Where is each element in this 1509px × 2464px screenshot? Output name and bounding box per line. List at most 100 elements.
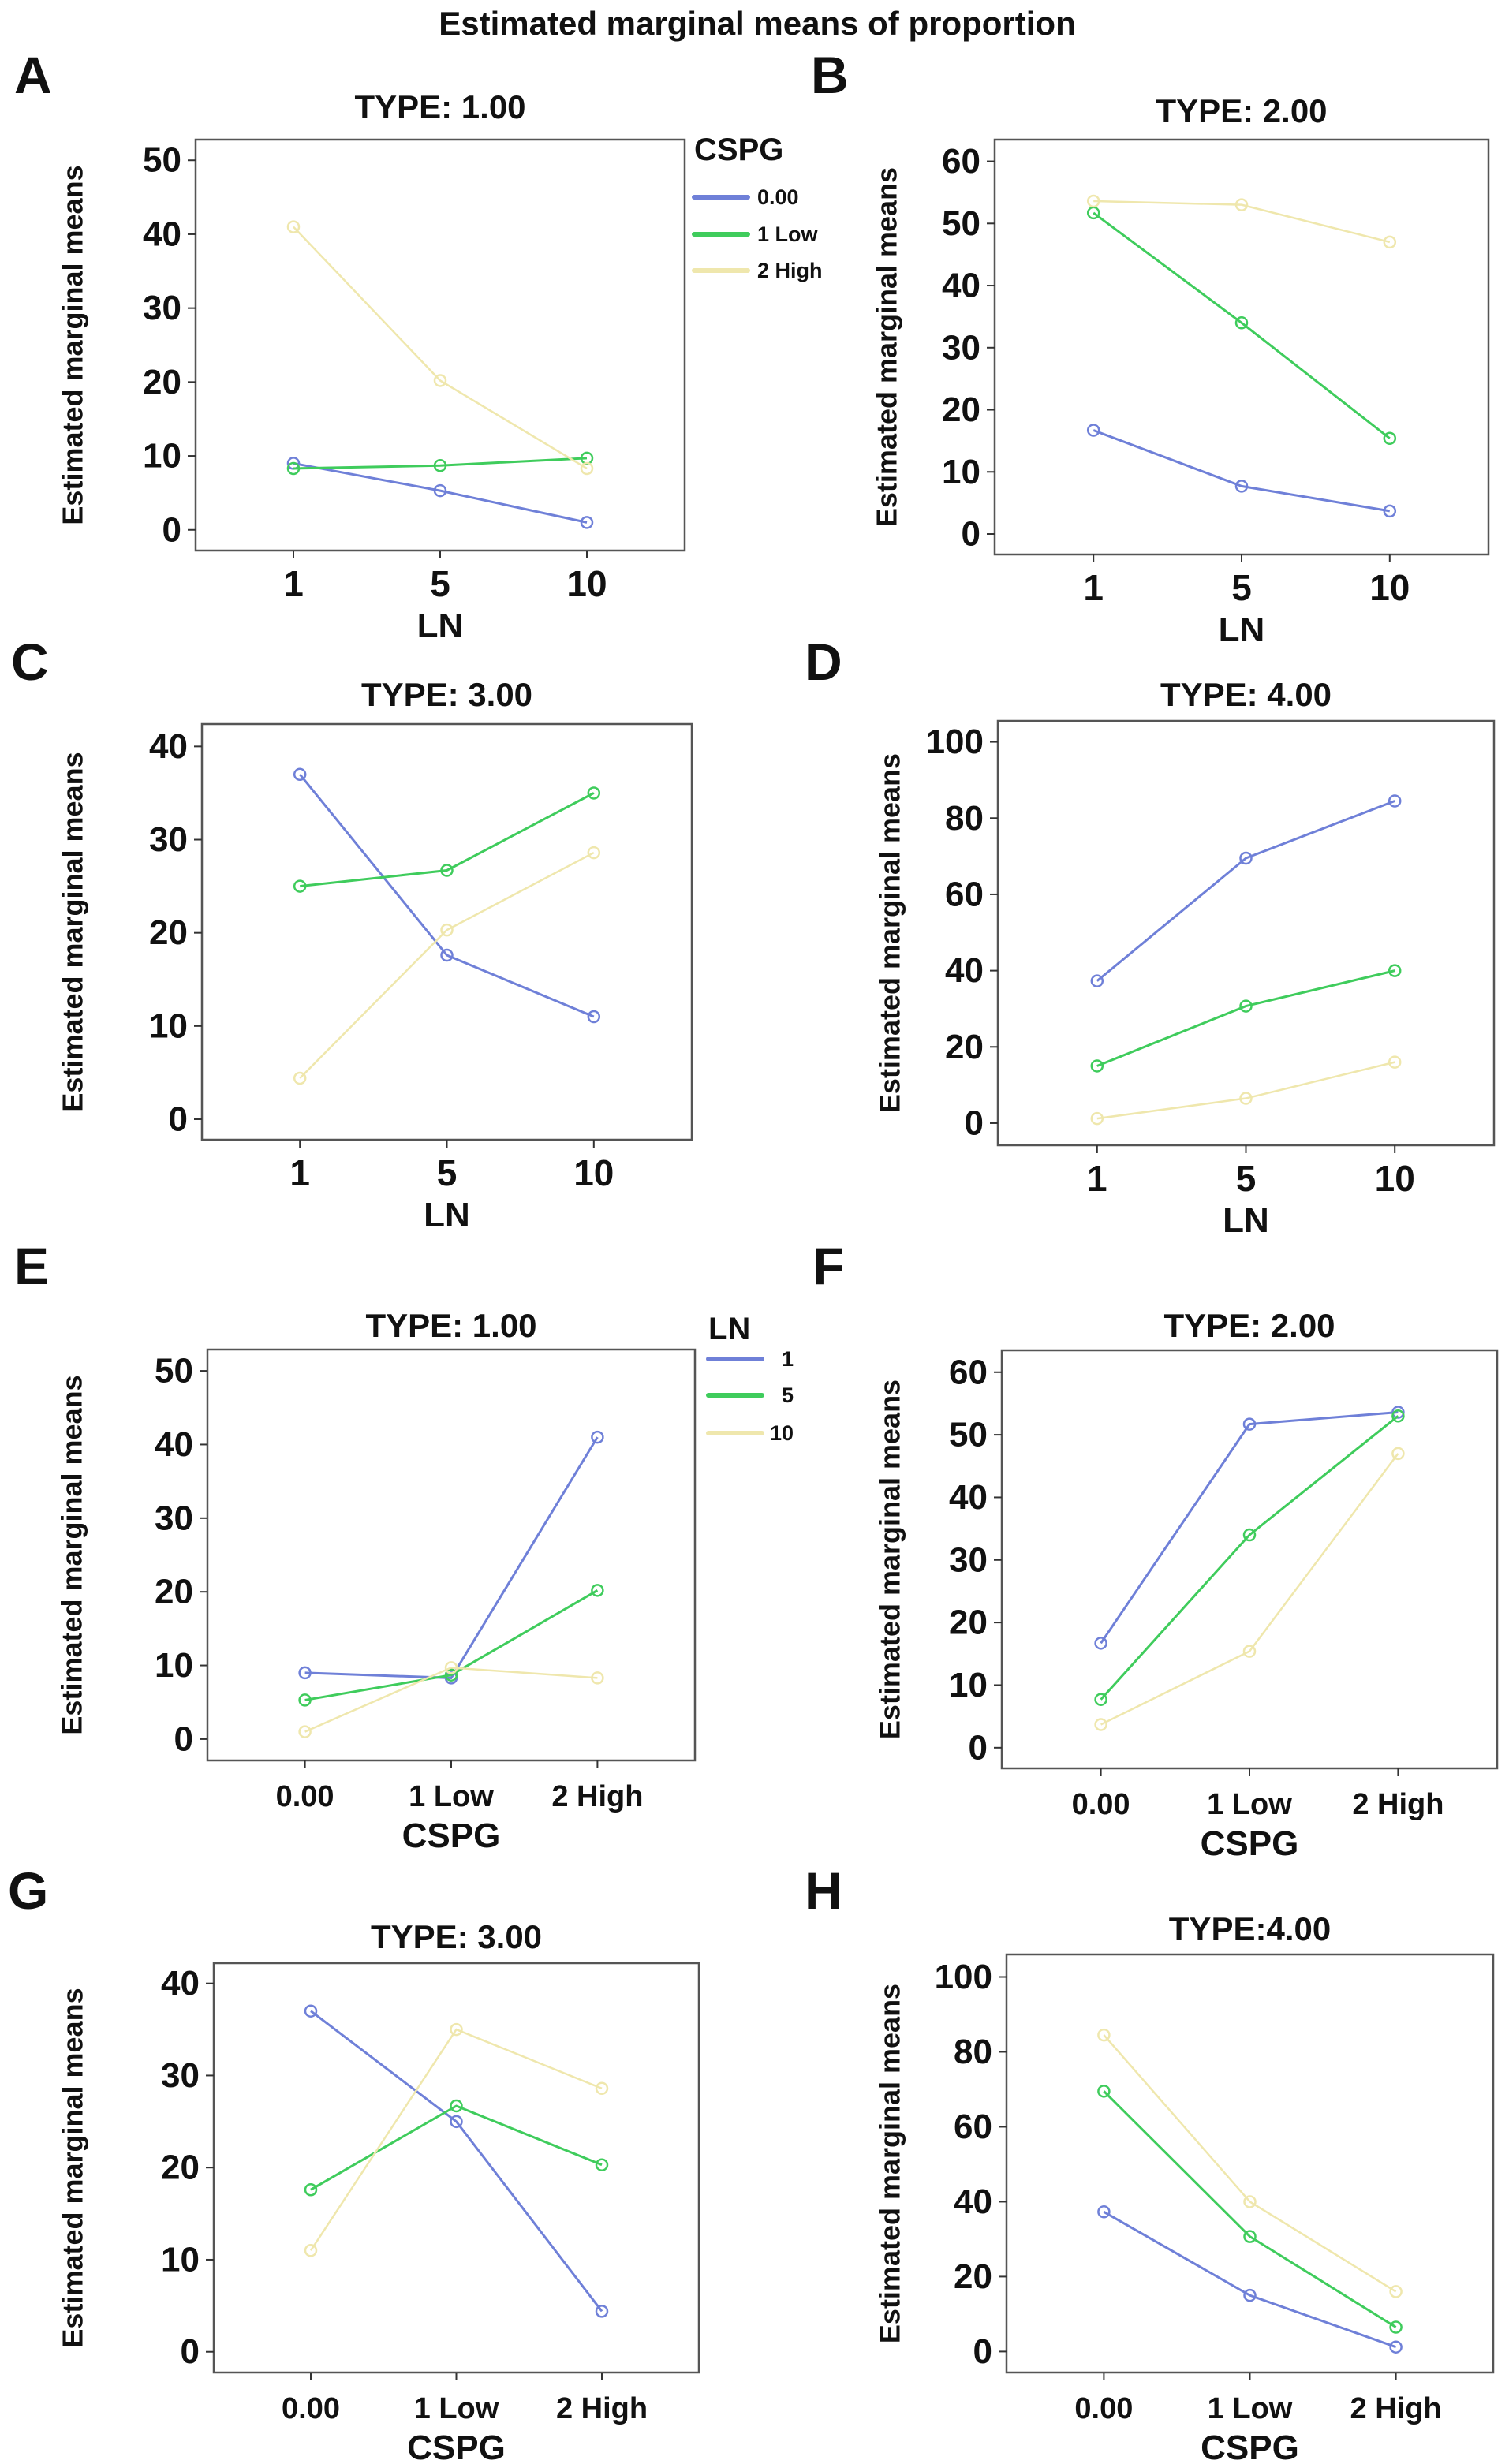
y-tick-label: 0 xyxy=(181,2332,200,2371)
figure-title: Estimated marginal means of proportion xyxy=(439,5,1075,42)
data-point xyxy=(591,1584,604,1597)
y-tick-label: 0 xyxy=(169,1100,188,1139)
y-tick-label: 40 xyxy=(945,951,984,990)
y-axis-label: Estimated marginal means xyxy=(56,1375,88,1734)
y-tick-label: 60 xyxy=(954,2107,992,2146)
x-tick-label: 1 Low xyxy=(1208,2392,1293,2425)
data-point xyxy=(304,2182,318,2197)
x-tick-label: 10 xyxy=(566,563,607,604)
x-tick-label: 5 xyxy=(1236,1158,1257,1199)
x-axis-label: LN xyxy=(1223,1201,1269,1240)
legend-label: 10 xyxy=(770,1421,794,1445)
data-point xyxy=(1234,316,1249,330)
plot-frame xyxy=(996,719,1496,1147)
x-tick-label: 1 xyxy=(283,563,304,604)
y-tick-label: 60 xyxy=(945,875,984,913)
panel-letter: E xyxy=(14,1237,49,1295)
series-line-3 xyxy=(299,851,595,1079)
data-point xyxy=(1243,2230,1257,2243)
y-tick-label: 20 xyxy=(143,363,181,401)
data-point xyxy=(304,2244,318,2257)
y-tick-label: 20 xyxy=(161,2149,200,2187)
series-line-2 xyxy=(1096,969,1395,1067)
series-line-1 xyxy=(310,2010,603,2313)
data-point xyxy=(587,786,601,800)
legend-title: CSPG xyxy=(694,133,783,167)
panel-letter: G xyxy=(8,1861,48,1920)
y-tick-label: 30 xyxy=(949,1540,988,1579)
data-point xyxy=(1388,794,1402,808)
series-line-2 xyxy=(310,2104,603,2191)
y-tick-label: 10 xyxy=(143,437,181,476)
legend-label: 0.00 xyxy=(757,185,799,209)
data-point xyxy=(1383,431,1397,446)
x-tick-label: 5 xyxy=(437,1152,458,1193)
series-line-3 xyxy=(309,2028,603,2251)
panel-c: C TYPE: 3.00 Estimated marginal means 0 10 20… xyxy=(11,633,693,1234)
plot-frame xyxy=(1005,1953,1495,2374)
y-tick-label: 40 xyxy=(949,1478,988,1517)
y-axis-label: Estimated marginal means xyxy=(874,1379,906,1739)
x-tick-label: 1 xyxy=(1083,567,1104,608)
data-point xyxy=(1242,1528,1257,1542)
data-point xyxy=(298,1725,312,1738)
y-tick-label: 50 xyxy=(143,141,181,180)
y-tick-label: 30 xyxy=(155,1499,193,1537)
panel-title: TYPE: 1.00 xyxy=(354,88,525,125)
data-point xyxy=(293,1071,307,1085)
data-point xyxy=(580,461,594,476)
panel-letter: H xyxy=(805,1861,842,1920)
data-point xyxy=(298,1666,312,1680)
data-point xyxy=(1388,964,1402,977)
y-tick-label: 40 xyxy=(155,1425,193,1464)
panel-letter: D xyxy=(805,633,842,691)
data-point xyxy=(1094,1718,1107,1731)
legend-label: 1 Low xyxy=(757,222,819,246)
y-tick-label: 0 xyxy=(174,1719,193,1758)
data-point xyxy=(595,2081,609,2096)
x-tick-label: 0.00 xyxy=(1072,1788,1130,1821)
series-line-1 xyxy=(304,1436,599,1679)
series-line-1 xyxy=(293,461,588,524)
data-point xyxy=(1391,1409,1405,1423)
y-tick-label: 50 xyxy=(942,204,980,243)
y-tick-label: 20 xyxy=(949,1603,988,1642)
panel-title: TYPE:4.00 xyxy=(1169,1910,1331,1947)
x-axis-label: CSPG xyxy=(1201,2429,1299,2464)
data-point xyxy=(444,1661,458,1674)
data-point xyxy=(304,2004,318,2018)
panel-title: TYPE: 1.00 xyxy=(365,1307,536,1344)
y-tick-label: 10 xyxy=(942,453,980,491)
data-point xyxy=(1094,1693,1107,1706)
x-tick-label: 1 xyxy=(289,1152,310,1193)
data-point xyxy=(1242,1645,1257,1658)
y-tick-label: 10 xyxy=(161,2240,200,2279)
x-axis-label: LN xyxy=(1219,610,1265,649)
y-tick-label: 10 xyxy=(949,1666,988,1704)
panel-title: TYPE: 2.00 xyxy=(1156,92,1327,129)
series-line-1 xyxy=(1100,1411,1399,1645)
panel-b: B TYPE: 2.00 Estimated marginal means 0 10 20… xyxy=(811,46,1490,649)
series-line-2 xyxy=(1103,2090,1397,2328)
data-point xyxy=(440,948,454,962)
legend-title: LN xyxy=(708,1312,750,1346)
x-tick-label: 10 xyxy=(573,1152,614,1193)
x-tick-label: 0.00 xyxy=(282,2392,340,2425)
plot-frame xyxy=(1000,1349,1499,1770)
y-axis-label: Estimated marginal means xyxy=(57,752,89,1111)
data-point xyxy=(440,923,454,937)
data-point xyxy=(293,879,307,893)
data-point xyxy=(440,864,454,877)
y-tick-label: 10 xyxy=(155,1646,193,1685)
series-line-3 xyxy=(1096,1061,1395,1120)
data-point xyxy=(286,457,301,470)
y-tick-label: 100 xyxy=(935,1958,992,1996)
series-line-3 xyxy=(1093,200,1391,244)
series-line-1 xyxy=(1096,800,1395,982)
data-point xyxy=(587,846,601,860)
data-point xyxy=(1239,999,1253,1013)
data-point xyxy=(591,1430,604,1444)
x-tick-label: 1 xyxy=(1087,1158,1107,1199)
x-tick-label: 5 xyxy=(1231,567,1252,608)
